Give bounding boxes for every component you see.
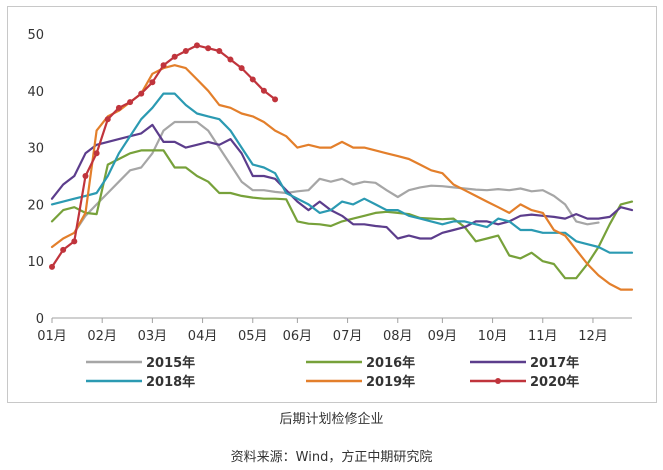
legend-item: 2015年 <box>86 355 195 371</box>
data-point <box>227 56 234 63</box>
legend-label: 2020年 <box>530 374 579 390</box>
series-2016年 <box>50 149 634 280</box>
legend-marker <box>495 378 501 384</box>
data-point <box>249 76 256 83</box>
axes: 0 10 20 30 40 50 01月 02月 03月 04月 05月 06月 07月 08月 09月 10… <box>27 28 632 344</box>
data-point <box>93 150 100 157</box>
legend-label: 2019年 <box>366 374 415 390</box>
data-point <box>205 45 212 52</box>
series-line <box>73 120 600 234</box>
y-tick-label: 0 <box>36 312 44 327</box>
source-note: 资料来源：Wind，方正中期研究院 <box>230 450 433 465</box>
x-tick-label: 11月 <box>528 329 558 344</box>
x-tick-label: 07月 <box>333 329 363 344</box>
series-line <box>50 92 634 254</box>
legend: 2015年 2016年 2017年 2018年 2019年 2020年 <box>86 355 579 390</box>
series-2015年 <box>73 120 600 234</box>
series-line <box>50 149 634 280</box>
x-tick-label: 05月 <box>238 329 268 344</box>
data-point <box>149 79 156 86</box>
x-tick-label: 01月 <box>37 329 67 344</box>
series-2017年 <box>50 123 634 240</box>
data-point <box>160 62 167 69</box>
series-line <box>50 64 634 291</box>
data-point <box>104 116 111 123</box>
legend-item: 2017年 <box>470 355 579 371</box>
data-point <box>194 42 200 49</box>
legend-item: 2019年 <box>306 374 415 390</box>
legend-item: 2018年 <box>86 374 195 390</box>
legend-label: 2015年 <box>146 355 195 371</box>
chart-caption: 后期计划检修企业 <box>279 412 384 427</box>
data-point <box>216 48 223 55</box>
series-line <box>50 44 277 268</box>
y-tick-label: 30 <box>27 142 44 157</box>
y-tick-label: 50 <box>27 28 44 43</box>
data-point <box>138 90 145 97</box>
data-point <box>127 99 134 106</box>
data-point <box>182 48 189 55</box>
data-point <box>60 246 67 253</box>
x-tick-label: 08月 <box>383 329 413 344</box>
data-point <box>49 263 55 270</box>
legend-label: 2018年 <box>146 374 195 390</box>
x-tick-label: 06月 <box>283 329 313 344</box>
line-chart: 0 10 20 30 40 50 01月 02月 03月 04月 05月 06月 07月 08月 09月 10… <box>27 28 634 390</box>
y-tick-label: 40 <box>27 85 44 100</box>
x-tick-label: 10月 <box>478 329 508 344</box>
data-point <box>238 65 245 72</box>
data-point <box>171 53 178 60</box>
x-tick-label: 12月 <box>578 329 608 344</box>
data-point <box>115 104 122 111</box>
x-tick-label: 04月 <box>188 329 218 344</box>
chart-frame: 0 10 20 30 40 50 01月 02月 03月 04月 05月 06月 07月 08月 09月 10… <box>7 6 657 403</box>
data-point <box>272 96 279 103</box>
series-lines <box>49 42 634 291</box>
series-line <box>50 123 634 240</box>
y-tick-label: 20 <box>27 198 44 213</box>
legend-item: 2016年 <box>306 355 415 371</box>
legend-item: 2020年 <box>470 374 579 390</box>
x-tick-label: 03月 <box>138 329 168 344</box>
data-point <box>260 87 267 94</box>
series-2018年 <box>50 92 634 254</box>
x-tick-label: 02月 <box>87 329 117 344</box>
series-2019年 <box>50 64 634 291</box>
x-tick-label: 09月 <box>428 329 458 344</box>
legend-label: 2017年 <box>530 355 579 371</box>
y-tick-label: 10 <box>27 255 44 270</box>
data-point <box>71 238 78 245</box>
data-point <box>82 173 89 179</box>
series-2020年 <box>49 42 279 270</box>
legend-label: 2016年 <box>366 355 415 371</box>
